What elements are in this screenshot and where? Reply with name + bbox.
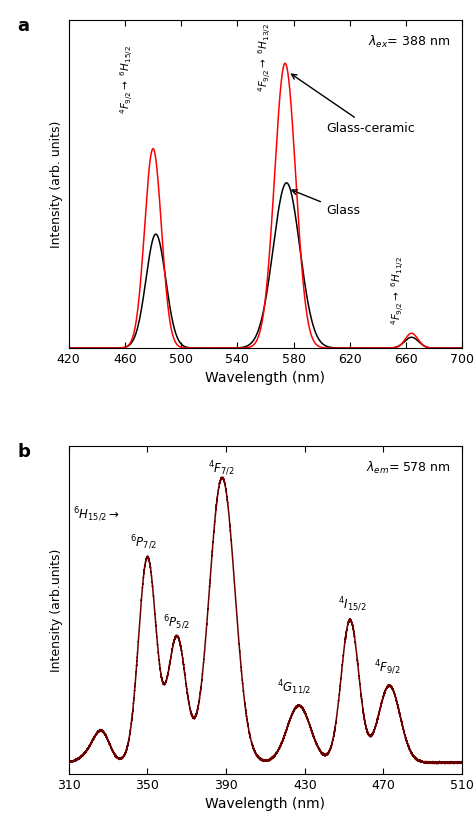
Text: $^6P_{7/2}$: $^6P_{7/2}$ [130,533,157,552]
Text: $\lambda_{ex}$= 388 nm: $\lambda_{ex}$= 388 nm [368,34,450,50]
Text: Glass-ceramic: Glass-ceramic [292,75,415,134]
Text: $^6P_{5/2}$: $^6P_{5/2}$ [163,613,190,631]
Text: Glass: Glass [292,190,360,217]
Text: b: b [18,443,30,461]
Text: $^6H_{15/2}\rightarrow$: $^6H_{15/2}\rightarrow$ [73,506,119,524]
X-axis label: Wavelength (nm): Wavelength (nm) [205,372,326,386]
Text: $^4F_{9/2}\rightarrow$ $^6H_{13/2}$: $^4F_{9/2}\rightarrow$ $^6H_{13/2}$ [255,23,273,92]
Text: a: a [18,17,29,35]
Text: $^4G_{11/2}$: $^4G_{11/2}$ [277,679,311,697]
Text: $^4F_{7/2}$: $^4F_{7/2}$ [209,459,235,477]
Text: $^4F_{9/2}\rightarrow$ $^6H_{11/2}$: $^4F_{9/2}\rightarrow$ $^6H_{11/2}$ [389,256,406,325]
Y-axis label: Intensity (arb.units): Intensity (arb.units) [50,549,63,672]
Text: $^4F_{9/2}$: $^4F_{9/2}$ [374,658,400,677]
Text: $^4I_{15/2}$: $^4I_{15/2}$ [338,596,367,614]
Text: $^4F_{9/2}\rightarrow$ $^6H_{15/2}$: $^4F_{9/2}\rightarrow$ $^6H_{15/2}$ [118,46,135,115]
Text: $\lambda_{em}$= 578 nm: $\lambda_{em}$= 578 nm [366,459,450,476]
X-axis label: Wavelength (nm): Wavelength (nm) [205,798,326,812]
Y-axis label: Intensity (arb. units): Intensity (arb. units) [50,120,63,248]
